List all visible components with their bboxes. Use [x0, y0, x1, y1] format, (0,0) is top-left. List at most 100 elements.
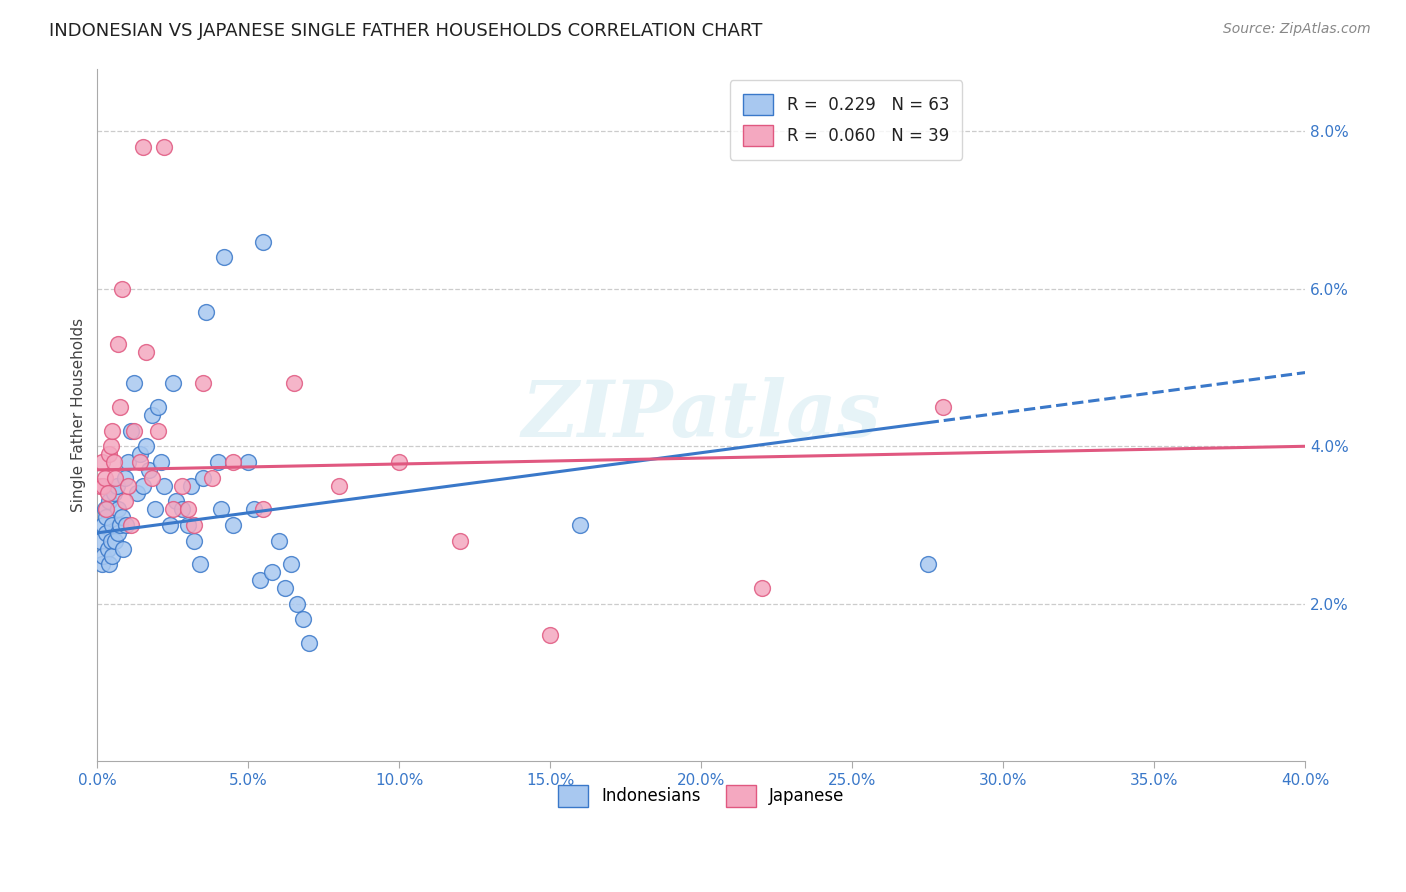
- Text: ZIPatlas: ZIPatlas: [522, 376, 882, 453]
- Point: [98, 494, 121, 508]
- Point: [107, 525, 129, 540]
- Point: [135, 344, 157, 359]
- Point: [108, 400, 131, 414]
- Point: [93, 549, 115, 564]
- Point: [107, 502, 129, 516]
- Point: [146, 400, 169, 414]
- Point: [96, 502, 118, 516]
- Point: [298, 636, 321, 650]
- Point: [101, 424, 124, 438]
- Point: [94, 471, 117, 485]
- Point: [89, 478, 111, 492]
- Point: [131, 140, 153, 154]
- Point: [183, 533, 205, 548]
- Point: [191, 471, 214, 485]
- Point: [94, 502, 117, 516]
- Point: [267, 533, 290, 548]
- Point: [115, 518, 138, 533]
- Point: [209, 502, 232, 516]
- Point: [222, 455, 245, 469]
- Point: [162, 376, 184, 391]
- Point: [100, 533, 122, 548]
- Point: [98, 558, 121, 572]
- Point: [170, 502, 193, 516]
- Point: [111, 541, 134, 556]
- Point: [120, 424, 142, 438]
- Point: [449, 533, 471, 548]
- Point: [195, 305, 218, 319]
- Point: [252, 502, 274, 516]
- Point: [98, 447, 121, 461]
- Point: [177, 502, 200, 516]
- Point: [207, 455, 229, 469]
- Point: [103, 455, 125, 469]
- Point: [125, 486, 148, 500]
- Point: [93, 518, 115, 533]
- Point: [104, 471, 127, 485]
- Point: [143, 502, 166, 516]
- Point: [249, 573, 271, 587]
- Point: [100, 439, 122, 453]
- Point: [191, 376, 214, 391]
- Point: [222, 518, 245, 533]
- Point: [141, 471, 163, 485]
- Point: [107, 337, 129, 351]
- Point: [103, 486, 125, 500]
- Point: [128, 447, 150, 461]
- Point: [114, 494, 136, 508]
- Point: [152, 478, 174, 492]
- Point: [110, 510, 132, 524]
- Point: [177, 518, 200, 533]
- Point: [569, 518, 592, 533]
- Point: [238, 455, 260, 469]
- Point: [122, 376, 145, 391]
- Point: [117, 478, 139, 492]
- Point: [751, 581, 773, 595]
- Point: [117, 455, 139, 469]
- Point: [280, 558, 302, 572]
- Point: [114, 471, 136, 485]
- Point: [97, 486, 120, 500]
- Point: [201, 471, 224, 485]
- Point: [146, 424, 169, 438]
- Point: [96, 525, 118, 540]
- Point: [152, 140, 174, 154]
- Point: [262, 565, 284, 579]
- Point: [180, 478, 202, 492]
- Legend: Indonesians, Japanese: Indonesians, Japanese: [550, 777, 853, 815]
- Point: [183, 518, 205, 533]
- Point: [128, 455, 150, 469]
- Point: [138, 463, 160, 477]
- Point: [108, 518, 131, 533]
- Point: [291, 612, 314, 626]
- Point: [285, 597, 308, 611]
- Point: [170, 478, 193, 492]
- Point: [90, 558, 112, 572]
- Point: [120, 518, 142, 533]
- Point: [149, 455, 172, 469]
- Point: [97, 541, 120, 556]
- Point: [328, 478, 350, 492]
- Point: [165, 494, 187, 508]
- Point: [131, 478, 153, 492]
- Point: [388, 455, 411, 469]
- Point: [188, 558, 211, 572]
- Point: [122, 424, 145, 438]
- Point: [105, 478, 128, 492]
- Point: [89, 533, 111, 548]
- Point: [252, 235, 274, 249]
- Point: [135, 439, 157, 453]
- Point: [101, 518, 124, 533]
- Point: [90, 455, 112, 469]
- Point: [538, 628, 561, 642]
- Point: [159, 518, 181, 533]
- Text: Source: ZipAtlas.com: Source: ZipAtlas.com: [1223, 22, 1371, 37]
- Point: [283, 376, 305, 391]
- Point: [93, 478, 115, 492]
- Text: INDONESIAN VS JAPANESE SINGLE FATHER HOUSEHOLDS CORRELATION CHART: INDONESIAN VS JAPANESE SINGLE FATHER HOU…: [49, 22, 762, 40]
- Point: [96, 510, 118, 524]
- Point: [141, 408, 163, 422]
- Point: [273, 581, 295, 595]
- Point: [110, 282, 132, 296]
- Point: [932, 400, 955, 414]
